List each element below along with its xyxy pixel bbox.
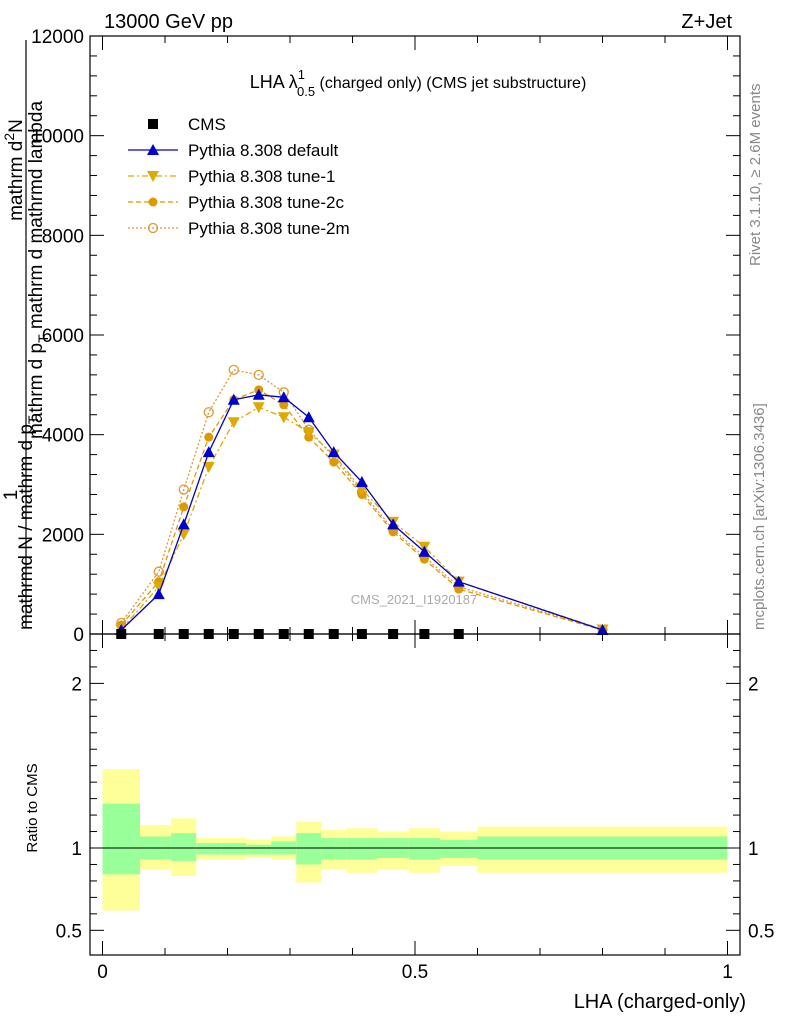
data-point (277, 412, 290, 424)
header-process: 13000 GeV pp (104, 11, 233, 33)
data-point (147, 171, 159, 182)
data-point (147, 222, 159, 234)
legend-label: Pythia 8.308 tune-2c (188, 193, 344, 212)
data-point (228, 364, 239, 376)
legend-entry: Pythia 8.308 default (128, 141, 339, 160)
x-tick-label: 0.5 (402, 962, 428, 983)
rivet-label: Rivet 3.1.10, ≥ 2.6M events (747, 84, 764, 267)
main-y-label: mathrmd N / mathrm d pT 1 mathrm d pT ma… (1, 40, 51, 630)
ratio-y-tick-label-right: 2 (748, 674, 759, 695)
ratio-y-tick-label: 0.5 (56, 921, 82, 942)
data-point (302, 427, 315, 439)
series-line (120, 394, 603, 631)
data-point (253, 369, 264, 381)
data-point (147, 144, 159, 155)
ratio-band-inner (321, 838, 347, 860)
data-point (327, 446, 340, 458)
data-point (179, 502, 189, 512)
series-line (120, 369, 603, 631)
data-point (302, 411, 315, 423)
ratio-y-label: Ratio to CMS (24, 763, 41, 852)
legend-label: Pythia 8.308 tune-1 (188, 167, 335, 186)
ratio-band-inner (440, 839, 478, 858)
main-y-axis: 0 2000 4000 6000 8000 10000 12000 (31, 27, 740, 646)
ratio-band-inner (246, 844, 272, 855)
data-point (355, 484, 368, 496)
ratio-band-inner (346, 838, 378, 860)
ratio-plot (89, 633, 741, 956)
data-point (329, 457, 339, 467)
x-axis-label: LHA (charged-only) (574, 991, 746, 1013)
header-channel: Z+Jet (681, 11, 732, 33)
mcplots-label: mcplots.cern.ch [arXiv:1306.3436] (751, 403, 768, 630)
data-point (203, 407, 214, 418)
data-point (178, 484, 189, 495)
data-point (387, 518, 400, 530)
data-point (419, 554, 429, 564)
legend-label: Pythia 8.308 tune-2m (188, 219, 350, 238)
data-point (153, 566, 164, 577)
y-tick-label: 0 (73, 625, 84, 646)
legend-entry: Pythia 8.308 tune-1 (128, 167, 335, 186)
data-point (227, 393, 240, 405)
analysis-watermark: CMS_2021_I1920187 (351, 592, 478, 607)
y-tick-label: 10000 (31, 127, 84, 148)
ratio-y-tick-label: 2 (71, 674, 82, 695)
ratio-band-inner (408, 838, 440, 860)
ratio-band-inner (171, 833, 197, 862)
y-label-denominator: mathrm d pT mathrm d mathrmd lambda (26, 101, 51, 439)
ratio-y-tick-label: 1 (71, 839, 82, 860)
data-point (152, 588, 165, 600)
ratio-frame (89, 633, 741, 956)
y-tick-label: 6000 (42, 326, 84, 347)
data-point (148, 119, 158, 129)
data-point (177, 518, 190, 530)
data-point (279, 400, 289, 410)
data-point (388, 527, 398, 537)
data-point (355, 476, 368, 488)
data-point (252, 388, 265, 400)
ratio-band-inner (221, 843, 247, 855)
legend-entry: Pythia 8.308 tune-2c (128, 193, 344, 212)
data-point (148, 197, 158, 207)
data-point (596, 624, 609, 636)
x-tick-label: 0 (97, 962, 108, 983)
ratio-band-inner (102, 803, 140, 875)
ratio-axes: 0.5 0.5 1 1 2 2 0 0.5 1 (56, 634, 774, 983)
data-point (227, 417, 240, 429)
y-tick-label: 8000 (42, 226, 84, 247)
ratio-bands (102, 768, 728, 911)
x-tick-label: 1 (722, 962, 733, 983)
legend-label: Pythia 8.308 default (188, 141, 339, 160)
series-line (120, 389, 603, 631)
legend-entry: Pythia 8.308 tune-2m (128, 219, 350, 238)
ratio-y-tick-label-right: 0.5 (748, 921, 774, 942)
data-point (204, 432, 214, 442)
data-point (277, 391, 290, 403)
ratio-band-inner (296, 833, 322, 865)
y-tick-label: 2000 (42, 525, 84, 546)
y-tick-label: 4000 (42, 426, 84, 447)
legend-entry: CMS (148, 115, 226, 134)
y-tick-label: 12000 (31, 27, 84, 48)
legend-label: CMS (188, 115, 226, 134)
data-point (202, 446, 215, 458)
data-point (252, 402, 265, 414)
data-point (454, 584, 464, 594)
y-label-bottom: mathrmd N / mathrm d pT (16, 415, 41, 630)
data-point (452, 575, 465, 587)
legend: CMS Pythia 8.308 default Pythia 8.308 tune… (128, 115, 350, 238)
ratio-band-inner (196, 843, 222, 855)
plot-title: LHA λ1 0.5 (charged only) (CMS jet substr… (250, 67, 587, 99)
data-point (202, 462, 215, 474)
y-label-one: 1 (1, 490, 22, 501)
data-point (418, 545, 431, 557)
ratio-y-tick-label-right: 1 (748, 839, 759, 860)
y-label-numerator: mathrm d2N (1, 119, 27, 221)
